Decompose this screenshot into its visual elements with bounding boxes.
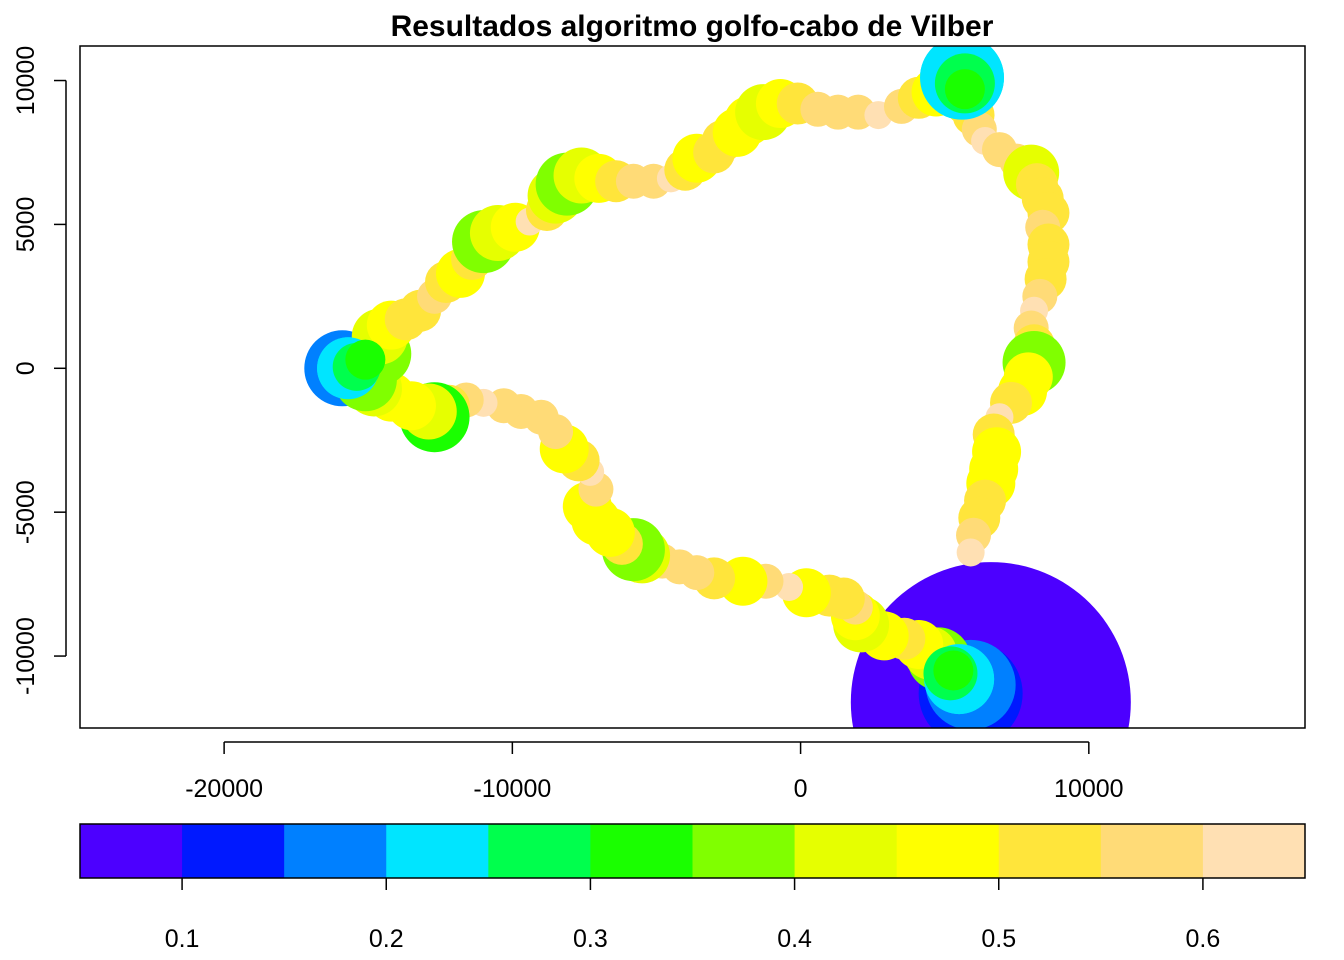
plot-frame [79,45,1306,729]
y-tick-label: 5000 [12,197,40,253]
x-tick-label: 10000 [1054,775,1124,803]
colorbar-swatch [590,824,693,878]
y-tick-label: -10000 [12,617,40,695]
x-axis: -20000 -10000 0 10000 [185,741,1124,803]
colorbar-tick-label: 0.1 [165,925,200,953]
colorbar-swatch [794,824,898,878]
colorbar-swatch [182,824,285,878]
colorbar-swatch [896,824,1000,878]
colorbar-swatch [998,824,1102,878]
colorbar-tick-label: 0.2 [369,925,404,953]
colorbar-swatch [284,824,387,878]
colorbar-tick-label: 0.5 [981,925,1016,953]
colorbar-swatch [80,824,183,878]
colorbar-tick-label: 0.4 [777,925,812,953]
y-tick-label: 0 [12,361,40,375]
highlight-marker-top [944,69,985,110]
colorbar-frame [79,823,1306,879]
plot-points [304,46,1131,728]
x-tick-label: -20000 [185,775,263,803]
y-tick-label: -5000 [12,480,40,544]
colorbar-swatch [386,824,489,878]
colorbar-swatch [692,824,796,878]
x-tick-label: 0 [794,775,808,803]
y-axis: -10000 -5000 0 5000 10000 [12,46,67,695]
data-point [956,538,985,567]
colorbar-swatch [1100,824,1204,878]
colorbar-legend: 0.1 0.2 0.3 0.4 0.5 0.6 [79,823,1306,953]
colorbar-tick-label: 0.6 [1186,925,1221,953]
highlight-marker-top [933,650,974,691]
chart-title: Resultados algoritmo golfo-cabo de Vilbe… [391,10,994,43]
colorbar-swatch [488,824,591,878]
colorbar-tick-label: 0.3 [573,925,608,953]
colorbar-swatch [1202,824,1306,878]
highlight-marker-top [345,339,386,380]
y-tick-label: 10000 [12,46,40,116]
x-tick-label: -10000 [473,775,551,803]
